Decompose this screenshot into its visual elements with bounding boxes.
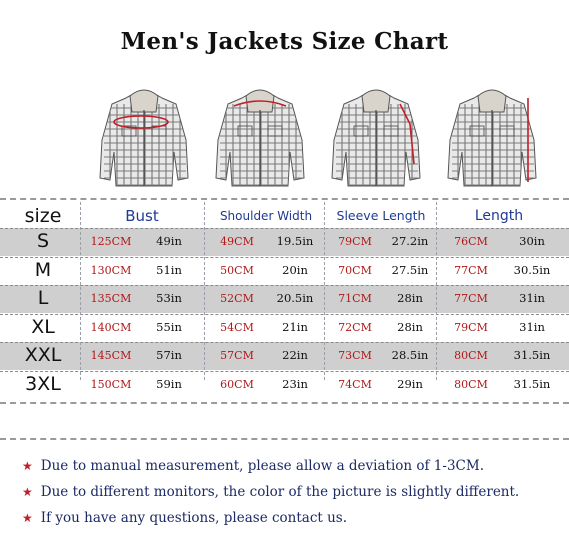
table-row: M 130CM 51in 50CM 20in 70CM 27.5in 77CM 30.5in — [0, 256, 569, 285]
bust-cm-cell: 140CM — [90, 320, 132, 334]
shoulder-in-cell: 19.5in — [276, 234, 314, 248]
jacket-illustrations — [88, 82, 558, 192]
header-sleeve: Sleeve Length — [336, 208, 426, 223]
note-item: ★ Due to manual measurement, please allow… — [22, 455, 567, 477]
length-in-cell: 30.5in — [513, 262, 551, 277]
row-band — [0, 370, 569, 399]
sleeve-cm-cell: 79CM — [338, 235, 372, 248]
sleeve-in-cell: 29in — [397, 376, 423, 391]
jacket-bust-icon — [96, 82, 192, 190]
bust-cm-cell: 145CM — [90, 349, 132, 362]
length-in-cell: 31.5in — [513, 348, 551, 362]
shoulder-in-cell: 23in — [282, 376, 308, 391]
bust-in-cell: 59in — [156, 376, 182, 391]
shoulder-cm-cell: 57CM — [220, 349, 254, 362]
shoulder-cm-cell: 60CM — [220, 377, 254, 391]
shoulder-cm-cell: 50CM — [220, 263, 254, 277]
length-cm-cell: 77CM — [454, 263, 488, 277]
bust-in-cell: 55in — [156, 319, 182, 334]
shoulder-cm-cell: 49CM — [220, 235, 254, 248]
header-shoulder: Shoulder Width — [219, 209, 313, 223]
length-in-cell: 31in — [519, 291, 545, 305]
row-band — [0, 342, 569, 370]
bust-in-cell: 49in — [156, 234, 182, 248]
note-item: ★ If you have any questions, please conta… — [22, 507, 567, 529]
note-text: Due to different monitors, the color of … — [40, 484, 520, 500]
length-cm-cell: 76CM — [454, 235, 488, 248]
bust-cm-cell: 135CM — [90, 292, 132, 305]
sleeve-cm-cell: 74CM — [338, 377, 372, 391]
shoulder-in-cell: 22in — [282, 348, 308, 362]
bust-cm-cell: 125CM — [90, 235, 132, 248]
sleeve-in-cell: 27.5in — [391, 262, 429, 277]
size-label: L — [37, 287, 49, 309]
bust-in-cell: 53in — [156, 291, 182, 305]
length-in-cell: 31in — [519, 319, 545, 334]
size-table: size Bust Shoulder Width Sleeve Length L… — [0, 198, 569, 408]
sleeve-cm-cell: 73CM — [338, 349, 372, 362]
sleeve-in-cell: 28in — [397, 291, 423, 305]
star-icon: ★ — [22, 459, 33, 473]
star-icon: ★ — [22, 485, 33, 499]
size-label: M — [34, 258, 52, 281]
shoulder-in-cell: 21in — [282, 319, 308, 334]
length-cm-cell: 77CM — [454, 292, 488, 305]
notes-divider — [0, 438, 569, 440]
table-row: L 135CM 53in 52CM 20.5in 71CM 28in 77CM 31in — [0, 285, 569, 313]
bust-in-cell: 51in — [156, 262, 182, 277]
jacket-shoulder-icon — [212, 82, 308, 190]
jacket-sleeve-icon — [328, 82, 424, 190]
table-row: XL 140CM 55in 54CM 21in 72CM 28in 79CM 31in — [0, 313, 569, 342]
bust-cm-cell: 150CM — [90, 377, 132, 391]
header-size: size — [24, 205, 62, 227]
column-divider — [80, 202, 81, 380]
sleeve-in-cell: 27.2in — [391, 234, 429, 248]
row-band — [0, 285, 569, 313]
size-label: S — [36, 230, 50, 252]
length-in-cell: 30in — [519, 234, 545, 248]
table-row: 3XL 150CM 59in 60CM 23in 74CM 29in 80CM 31.5in — [0, 370, 569, 399]
size-label: XL — [31, 315, 55, 338]
row-band — [0, 313, 569, 342]
length-cm-cell: 80CM — [454, 377, 488, 391]
shoulder-in-cell: 20in — [282, 262, 308, 277]
table-bottom-border — [0, 402, 569, 404]
size-label: 3XL — [25, 372, 61, 395]
sleeve-cm-cell: 72CM — [338, 320, 372, 334]
bust-cm-cell: 130CM — [90, 263, 132, 277]
bust-in-cell: 57in — [156, 348, 182, 362]
sleeve-cm-cell: 70CM — [338, 263, 372, 277]
notes-section: ★ Due to manual measurement, please allow… — [0, 438, 569, 550]
size-label: XXL — [24, 344, 62, 366]
note-item: ★ Due to different monitors, the color of… — [22, 481, 567, 503]
sleeve-in-cell: 28in — [397, 319, 423, 334]
sleeve-cm-cell: 71CM — [338, 292, 372, 305]
jacket-length-icon — [444, 82, 540, 190]
length-cm-cell: 80CM — [454, 349, 488, 362]
shoulder-cm-cell: 52CM — [220, 292, 254, 305]
note-text: Due to manual measurement, please allow … — [40, 458, 484, 474]
note-text: If you have any questions, please contac… — [40, 510, 348, 526]
table-row: XXL 145CM 57in 57CM 22in 73CM 28.5in 80CM 31.5in — [0, 342, 569, 370]
shoulder-cm-cell: 54CM — [220, 320, 254, 334]
page-title: Men's Jackets Size Chart — [120, 28, 449, 55]
length-in-cell: 31.5in — [513, 376, 551, 391]
column-divider — [324, 202, 325, 380]
header-length: Length — [474, 208, 524, 224]
column-divider — [436, 202, 437, 380]
header-bust: Bust — [125, 207, 159, 225]
table-row: S 125CM 49in 49CM 19.5in 79CM 27.2in 76CM 30in — [0, 228, 569, 256]
row-band — [0, 228, 569, 256]
sleeve-in-cell: 28.5in — [391, 348, 429, 362]
column-divider — [204, 202, 205, 380]
star-icon: ★ — [22, 511, 33, 525]
row-band — [0, 256, 569, 285]
shoulder-in-cell: 20.5in — [276, 291, 314, 305]
table-top-border — [0, 198, 569, 200]
length-cm-cell: 79CM — [454, 320, 488, 334]
